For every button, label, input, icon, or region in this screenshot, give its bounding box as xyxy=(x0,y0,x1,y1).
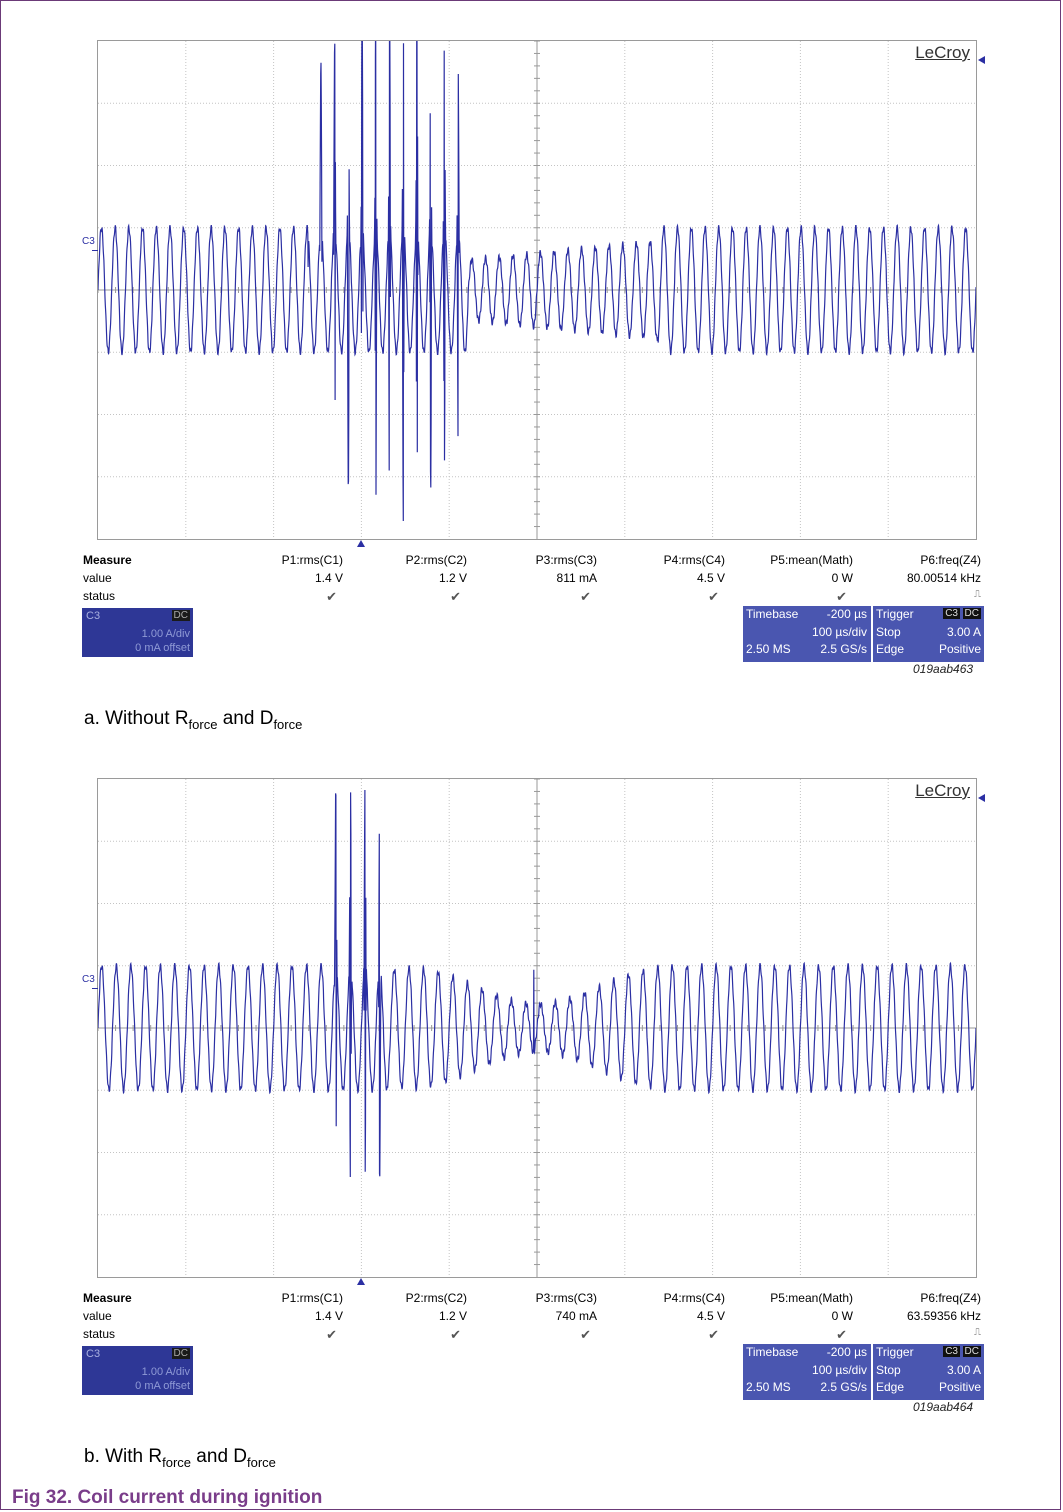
value-p1: 1.4 V xyxy=(315,1309,343,1323)
trigger-label: Trigger xyxy=(876,607,914,621)
trigger-position-marker-icon xyxy=(357,1278,365,1285)
status-check-icon: ✔ xyxy=(836,1327,847,1343)
param-p5: P5:mean(Math) xyxy=(770,1291,853,1305)
trigger-level: 3.00 A xyxy=(947,1363,981,1377)
value-p2: 1.2 V xyxy=(439,1309,467,1323)
timebase-delay: -200 µs xyxy=(827,607,867,621)
value-p4: 4.5 V xyxy=(697,1309,725,1323)
trigger-descriptor[interactable]: Trigger C3 DC Stop 3.00 A Edge Positive xyxy=(873,606,984,662)
param-p4: P4:rms(C4) xyxy=(664,553,725,567)
value-label: value xyxy=(83,1309,112,1323)
value-p5: 0 W xyxy=(832,571,853,585)
value-label: value xyxy=(83,571,112,585)
channel-offset: 0 mA offset xyxy=(135,642,190,654)
coupling-badge: DC xyxy=(172,610,190,621)
status-check-icon: ✔ xyxy=(450,589,461,605)
status-label: status xyxy=(83,589,115,603)
channel-offset: 0 mA offset xyxy=(135,1380,190,1392)
channel-descriptor[interactable]: C3 DC 1.00 A/div 0 mA offset xyxy=(82,1346,193,1395)
param-p4: P4:rms(C4) xyxy=(664,1291,725,1305)
trigger-position-marker-icon xyxy=(357,540,365,547)
timebase-delay: -200 µs xyxy=(827,1345,867,1359)
channel-zero-line xyxy=(92,250,98,251)
trigger-type: Edge xyxy=(876,1380,904,1394)
value-p3: 740 mA xyxy=(556,1309,597,1323)
value-p4: 4.5 V xyxy=(697,571,725,585)
scope-screen: LeCroy xyxy=(97,40,977,540)
param-p2: P2:rms(C2) xyxy=(406,1291,467,1305)
channel-descriptor[interactable]: C3 DC 1.00 A/div 0 mA offset xyxy=(82,608,193,657)
status-check-icon: ✔ xyxy=(326,1327,337,1343)
value-p1: 1.4 V xyxy=(315,571,343,585)
param-p3: P3:rms(C3) xyxy=(536,553,597,567)
channel-scale: 1.00 A/div xyxy=(142,1366,190,1378)
status-check-icon: ✔ xyxy=(708,589,719,605)
timebase-label: Timebase xyxy=(746,1345,798,1359)
scope-screen: LeCroy xyxy=(97,778,977,1278)
measure-title: Measure xyxy=(83,553,132,567)
status-label: status xyxy=(83,1327,115,1341)
param-p6: P6:freq(Z4) xyxy=(920,1291,981,1305)
pulse-icon: ⎍ xyxy=(974,1327,981,1338)
param-p5: P5:mean(Math) xyxy=(770,553,853,567)
param-p3: P3:rms(C3) xyxy=(536,1291,597,1305)
value-p3: 811 mA xyxy=(557,571,597,585)
status-check-icon: ✔ xyxy=(836,589,847,605)
status-check-icon: ✔ xyxy=(450,1327,461,1343)
status-check-icon: ✔ xyxy=(580,589,591,605)
image-code: 019aab464 xyxy=(913,1400,973,1414)
coupling-badge: DC xyxy=(172,1348,190,1359)
waveform-plot xyxy=(98,41,976,539)
channel-marker: C3 xyxy=(82,236,95,247)
param-p6: P6:freq(Z4) xyxy=(920,553,981,567)
trigger-slope: Positive xyxy=(939,1380,981,1394)
channel-scale: 1.00 A/div xyxy=(142,628,190,640)
channel-name: C3 xyxy=(86,1348,100,1360)
trigger-channel-badge: C3 xyxy=(943,608,960,619)
value-p2: 1.2 V xyxy=(439,571,467,585)
param-p2: P2:rms(C2) xyxy=(406,553,467,567)
trigger-descriptor[interactable]: Trigger C3 DC Stop 3.00 A Edge Positive xyxy=(873,1344,984,1400)
subfigure-caption: b. With Rforce and Dforce xyxy=(84,1446,276,1470)
subfigure-caption: a. Without Rforce and Dforce xyxy=(84,708,302,732)
channel-zero-line xyxy=(92,988,98,989)
trigger-label: Trigger xyxy=(876,1345,914,1359)
timebase-samples: 2.50 MS xyxy=(746,1380,791,1394)
trigger-type: Edge xyxy=(876,642,904,656)
channel-name: C3 xyxy=(86,610,100,622)
trigger-slope: Positive xyxy=(939,642,981,656)
timebase-per-div: 100 µs/div xyxy=(812,1363,867,1377)
timebase-descriptor[interactable]: Timebase -200 µs 100 µs/div 2.50 MS 2.5 … xyxy=(743,606,871,662)
channel-marker: C3 xyxy=(82,974,95,985)
value-p5: 0 W xyxy=(832,1309,853,1323)
waveform-plot xyxy=(98,779,976,1277)
brand-logo: LeCroy xyxy=(915,43,970,63)
status-check-icon: ✔ xyxy=(326,589,337,605)
pulse-icon: ⎍ xyxy=(974,589,981,600)
trigger-level-marker-icon xyxy=(978,56,985,64)
brand-logo: LeCroy xyxy=(915,781,970,801)
trigger-mode: Stop xyxy=(876,625,901,639)
param-p1: P1:rms(C1) xyxy=(282,553,343,567)
trigger-coupling-badge: DC xyxy=(963,1346,981,1357)
timebase-rate: 2.5 GS/s xyxy=(820,642,867,656)
timebase-per-div: 100 µs/div xyxy=(812,625,867,639)
timebase-samples: 2.50 MS xyxy=(746,642,791,656)
image-code: 019aab463 xyxy=(913,662,973,676)
trigger-coupling-badge: DC xyxy=(963,608,981,619)
measure-title: Measure xyxy=(83,1291,132,1305)
trigger-level-marker-icon xyxy=(978,794,985,802)
status-check-icon: ✔ xyxy=(580,1327,591,1343)
trigger-mode: Stop xyxy=(876,1363,901,1377)
trigger-channel-badge: C3 xyxy=(943,1346,960,1357)
trigger-level: 3.00 A xyxy=(947,625,981,639)
value-p6: 63.59356 kHz xyxy=(907,1309,981,1323)
timebase-descriptor[interactable]: Timebase -200 µs 100 µs/div 2.50 MS 2.5 … xyxy=(743,1344,871,1400)
param-p1: P1:rms(C1) xyxy=(282,1291,343,1305)
timebase-label: Timebase xyxy=(746,607,798,621)
timebase-rate: 2.5 GS/s xyxy=(820,1380,867,1394)
value-p6: 80.00514 kHz xyxy=(907,571,981,585)
figure-caption: Fig 32. Coil current during ignition xyxy=(12,1487,322,1509)
status-check-icon: ✔ xyxy=(708,1327,719,1343)
